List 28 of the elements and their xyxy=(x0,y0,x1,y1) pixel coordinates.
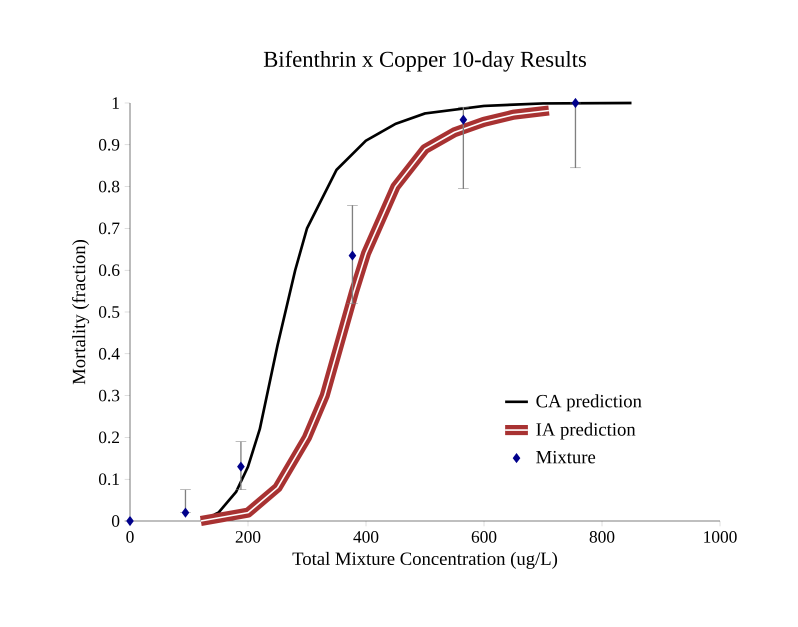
y-tick-label: 0.2 xyxy=(98,432,120,444)
y-axis-title: Mortality (fraction) xyxy=(72,240,90,384)
x-tick-label: 0 xyxy=(126,531,134,543)
x-tick-label: 1000 xyxy=(704,531,737,543)
y-tick-label: 0.5 xyxy=(98,306,120,318)
y-tick-label: 0.1 xyxy=(98,473,119,486)
legend-label: Mixture xyxy=(536,450,596,464)
y-tick-label: 0.9 xyxy=(98,138,120,151)
y-tick-label: 0.7 xyxy=(98,222,120,234)
x-tick-label: 600 xyxy=(472,531,496,543)
point xyxy=(348,250,356,260)
x-tick-label: 200 xyxy=(236,531,260,543)
y-tick-label: 0 xyxy=(112,515,120,527)
legend-label: CA prediction xyxy=(536,394,642,412)
point xyxy=(237,462,245,472)
point xyxy=(460,114,468,125)
y-tick-label: 0.8 xyxy=(98,180,120,192)
point xyxy=(572,98,580,108)
y-tick-label: 0.4 xyxy=(98,348,120,360)
y-tick-label: 0.3 xyxy=(98,390,120,402)
point xyxy=(182,508,190,518)
chart-title: Bifenthrin x Copper 10-day Results xyxy=(264,50,586,72)
legend-label: IA prediction xyxy=(536,422,636,440)
y-tick-label: 1 xyxy=(112,97,119,109)
x-axis-title: Total Mixture Concentration (ug/L) xyxy=(292,552,558,569)
y-tick-label: 0.6 xyxy=(98,264,120,276)
x-tick-label: 800 xyxy=(590,531,614,543)
x-tick-label: 400 xyxy=(353,531,378,543)
